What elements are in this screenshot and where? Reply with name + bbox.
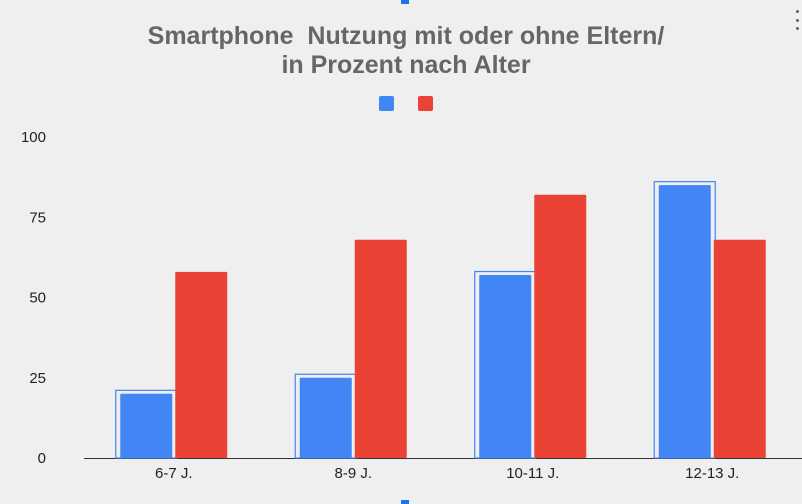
chart-title-line-2: in Prozent nach Alter [281,51,531,79]
y-tick-label: 100 [21,129,46,146]
bar-series-1[interactable] [120,393,173,458]
y-tick-label: 25 [29,370,46,387]
chart-title-line-1: Smartphone Nutzung mit oder ohne Eltern/ [147,22,665,50]
bar-series-2[interactable] [713,239,766,458]
x-tick-label: 10-11 J. [506,465,559,482]
bar-series-1[interactable] [299,377,352,458]
bar-series-1[interactable] [658,185,711,458]
chart-menu-icon[interactable] [794,10,800,30]
bar-series-1[interactable] [479,275,532,458]
x-tick-label: 6-7 J. [155,465,193,482]
x-tick-label: 12-13 J. [685,465,739,482]
legend-swatch-series-1[interactable] [379,96,394,111]
bar-series-2[interactable] [175,271,228,458]
selection-handle-bottom[interactable] [401,500,409,504]
menu-dot [795,27,799,30]
bar-series-2[interactable] [354,239,407,458]
y-tick-label: 50 [29,290,46,307]
y-tick-label: 0 [38,450,46,467]
bar-series-2[interactable] [534,194,587,458]
menu-dot [795,18,799,22]
y-tick-label: 75 [29,209,46,226]
menu-dot [795,10,799,13]
x-tick-label: 8-9 J. [334,465,372,482]
legend-swatch-series-2[interactable] [418,96,433,111]
selection-handle-top[interactable] [401,0,409,4]
